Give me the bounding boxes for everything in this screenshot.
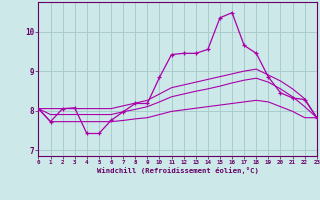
X-axis label: Windchill (Refroidissement éolien,°C): Windchill (Refroidissement éolien,°C) xyxy=(97,167,259,174)
